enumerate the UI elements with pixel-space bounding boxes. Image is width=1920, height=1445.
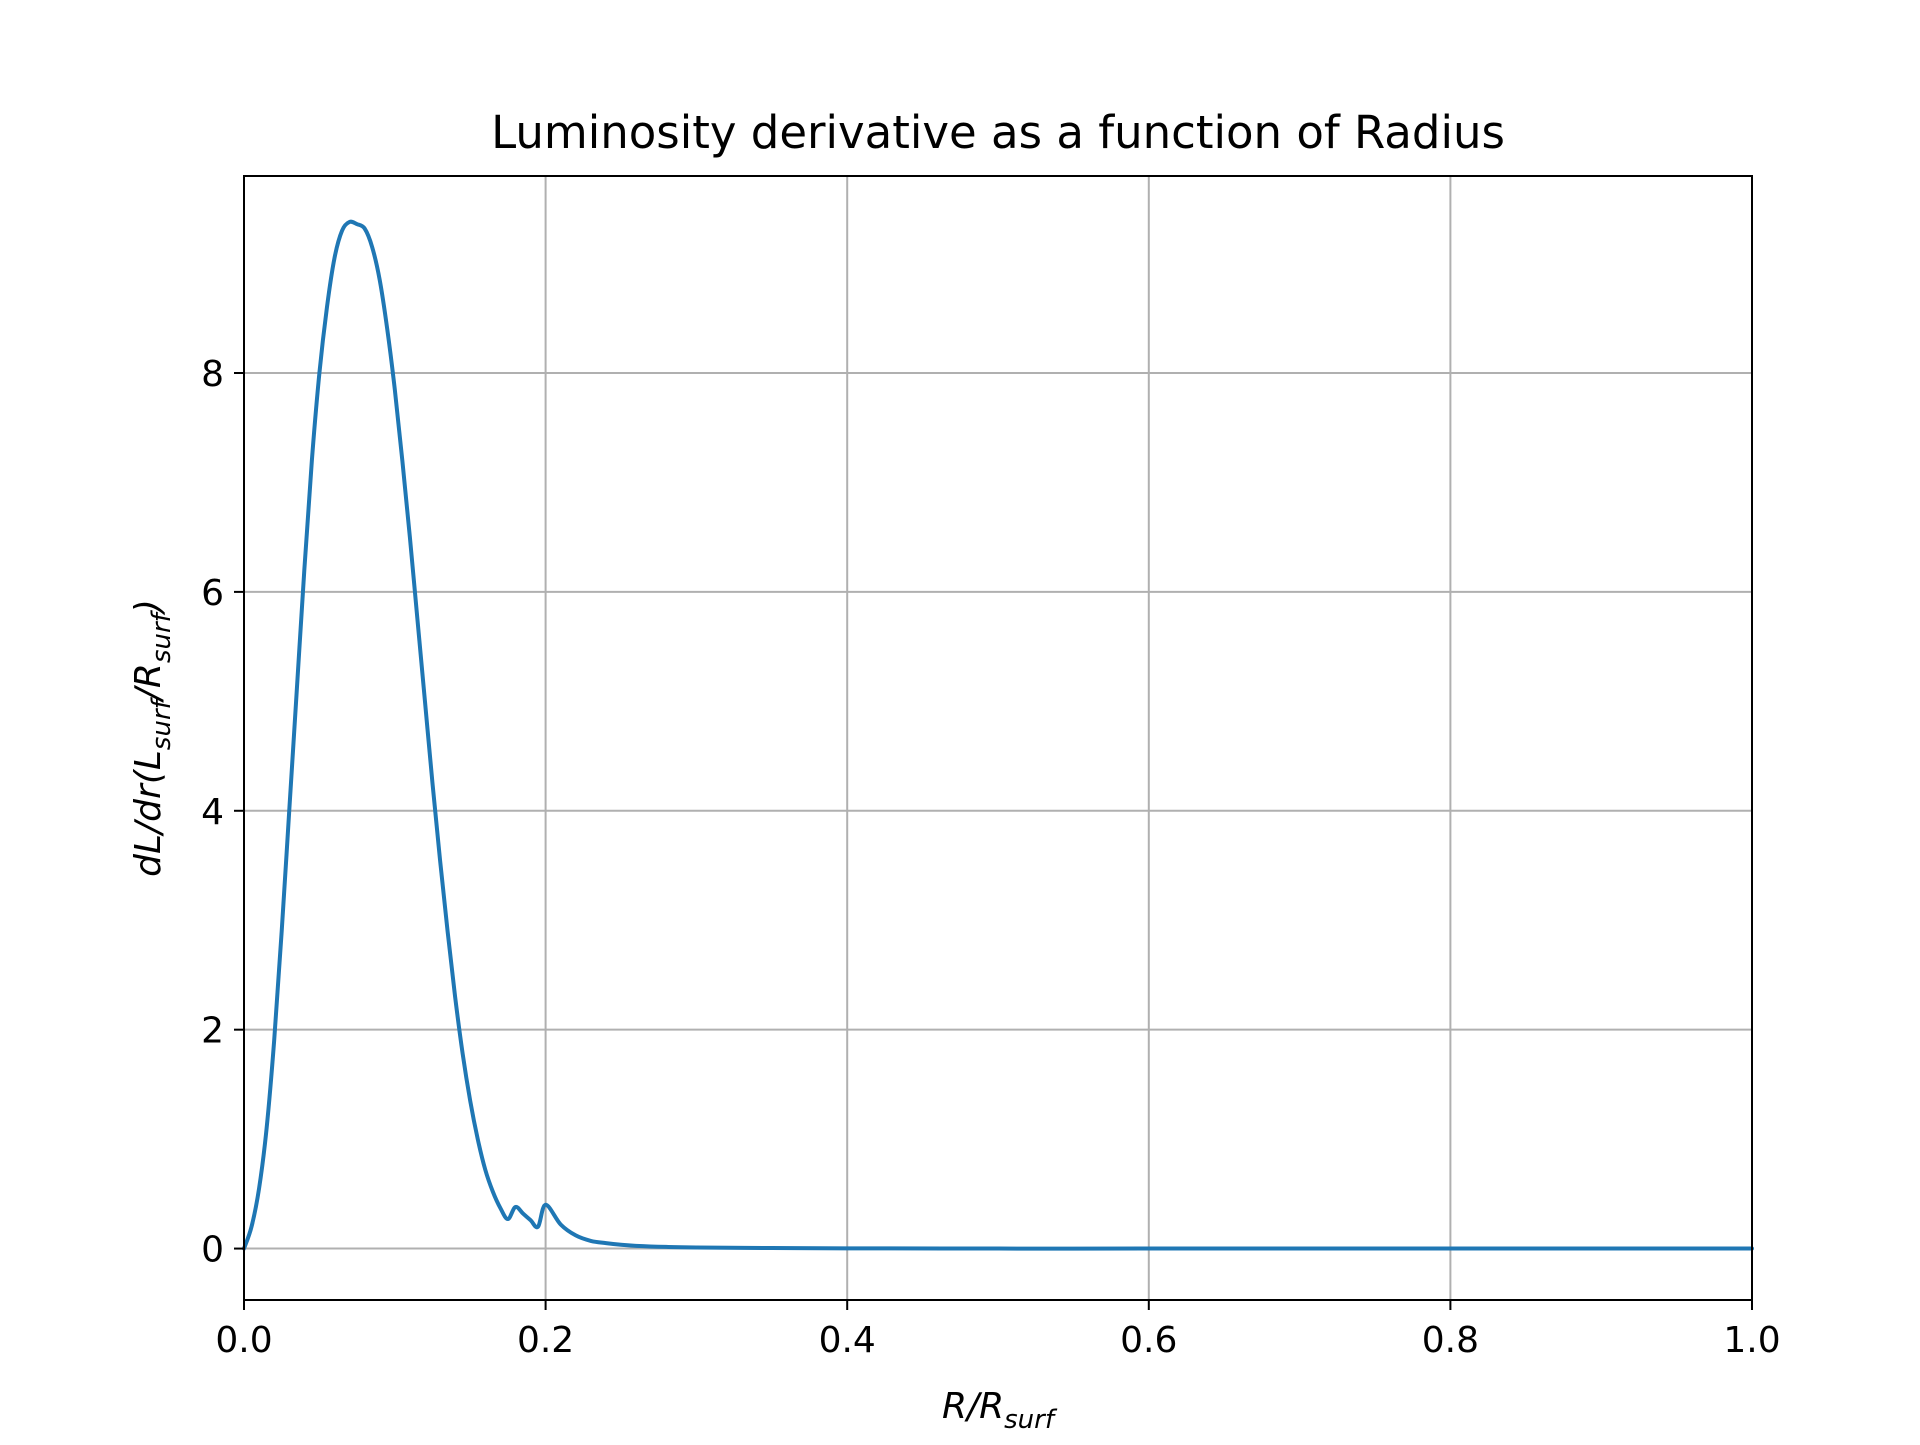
x-tick-label: 0.4 xyxy=(819,1320,876,1361)
y-tick-label: 2 xyxy=(201,1011,224,1052)
y-tick-label: 4 xyxy=(201,792,224,833)
y-tick-label: 0 xyxy=(201,1230,224,1271)
x-axis-label: R/Rsurf xyxy=(942,1386,1058,1435)
y-tick-label: 8 xyxy=(201,354,224,395)
x-tick-label: 0.6 xyxy=(1120,1320,1177,1361)
x-tick-label: 0.8 xyxy=(1422,1320,1479,1361)
axes-frame xyxy=(243,175,1753,1301)
y-axis-label: dL/dr(Lsurf/Rsurf) xyxy=(128,599,177,877)
ticks: 0.0 0.2 0.4 0.6 0.8 1.0 0 2 4 6 8 xyxy=(201,354,1781,1361)
x-tick-label: 0.0 xyxy=(215,1320,272,1361)
chart-title: Luminosity derivative as a function of R… xyxy=(491,106,1505,159)
series-line-0 xyxy=(242,219,1754,1251)
y-tick-label: 6 xyxy=(201,573,224,614)
x-tick-label: 1.0 xyxy=(1723,1320,1780,1361)
x-tick-label: 0.2 xyxy=(517,1320,574,1361)
plot-area xyxy=(242,219,1754,1251)
